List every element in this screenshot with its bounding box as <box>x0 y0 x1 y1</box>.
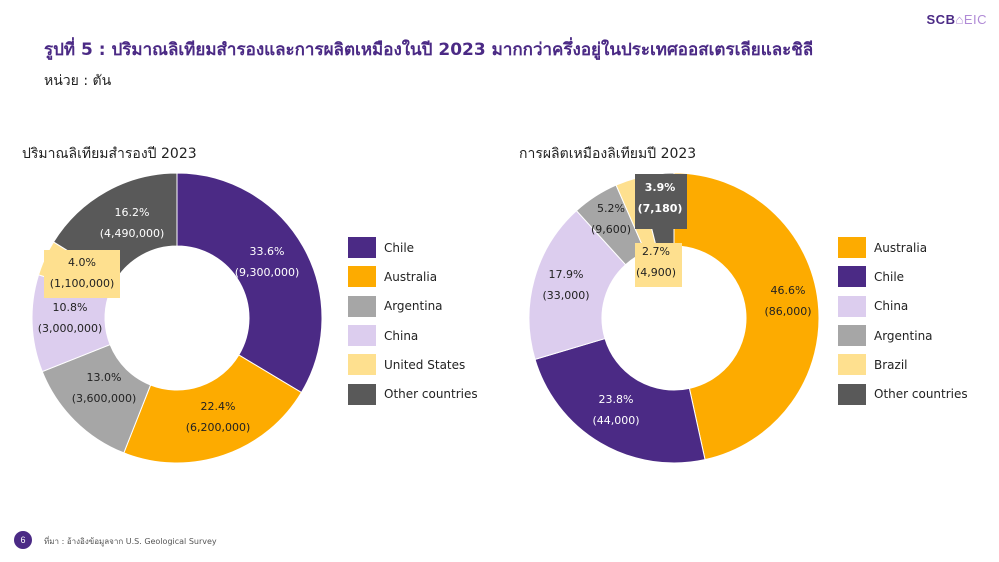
slice-0-chile <box>176 172 323 394</box>
slice-1-chile <box>534 337 706 464</box>
legend-label: Chile <box>874 269 905 284</box>
legend-label: Argentina <box>874 328 933 343</box>
legend-item-chile: Chile <box>348 233 478 262</box>
data-label-percent-1-australia: 46.6% <box>771 284 806 297</box>
legend-swatch <box>348 325 376 347</box>
data-label-value-1-brazil: (4,900) <box>636 266 676 279</box>
slice-1-australia <box>673 172 820 461</box>
slice-1-china <box>528 209 627 361</box>
legend-item-other-countries: Other countries <box>348 379 478 408</box>
data-label-percent-0-chile: 33.6% <box>250 245 285 258</box>
legend-item-australia: Australia <box>348 262 478 291</box>
source-note: ที่มา : อ้างอิงข้อมูลจาก U.S. Geological… <box>44 537 217 546</box>
label-box-1-other-countries <box>635 174 687 229</box>
legend-swatch <box>838 325 866 347</box>
legend-label: Other countries <box>874 387 968 402</box>
data-label-value-1-australia: (86,000) <box>764 305 811 318</box>
legend-swatch <box>838 295 866 317</box>
data-label-value-0-australia: (6,200,000) <box>186 421 251 434</box>
data-label-value-1-china: (33,000) <box>542 289 589 302</box>
legend-item-other-countries: Other countries <box>838 379 968 408</box>
legend-item-united-states: United States <box>348 350 478 379</box>
data-label-value-0-other-countries: (4,490,000) <box>100 227 165 240</box>
data-label-percent-0-china: 10.8% <box>53 301 88 314</box>
legend-label: China <box>384 328 419 343</box>
legend-label: China <box>874 299 909 314</box>
legend-item-australia: Australia <box>838 233 968 262</box>
logo-sub: EIC <box>963 12 987 27</box>
data-label-value-1-chile: (44,000) <box>592 414 639 427</box>
legend-swatch <box>348 354 376 376</box>
scb-eic-logo: SCB⌂EIC <box>927 12 987 27</box>
legend-item-chile: Chile <box>838 262 968 291</box>
legend-label: Argentina <box>384 299 443 314</box>
figure-title: รูปที่ 5 : ปริมาณลิเทียมสำรองและการผลิตเ… <box>44 40 814 60</box>
legend-swatch <box>838 383 866 405</box>
legend-swatch <box>838 266 866 288</box>
data-label-percent-1-brazil: 2.7% <box>642 245 670 258</box>
legend-item-china: China <box>348 321 478 350</box>
data-label-percent-1-chile: 23.8% <box>599 393 634 406</box>
chart-title-reserves: ปริมาณลิเทียมสำรองปี 2023 <box>22 146 197 162</box>
data-label-value-1-other-countries: (7,180) <box>638 202 683 215</box>
legend-item-brazil: Brazil <box>838 350 968 379</box>
legend-label: Brazil <box>874 357 908 372</box>
label-box-0-united-states <box>44 250 120 298</box>
legend-item-argentina: Argentina <box>348 292 478 321</box>
slice-0-australia <box>123 354 303 464</box>
legend-item-argentina: Argentina <box>838 321 968 350</box>
data-label-value-1-argentina: (9,600) <box>591 223 631 236</box>
data-label-percent-1-china: 17.9% <box>549 268 584 281</box>
legend-swatch <box>348 295 376 317</box>
logo-mark: ⌂ <box>955 12 964 27</box>
data-label-percent-0-australia: 22.4% <box>201 400 236 413</box>
page-number-badge: 6 <box>14 531 32 549</box>
legend-label: Other countries <box>384 387 478 402</box>
legend-production: Australia Chile China Argentina Brazil Other … <box>838 233 968 409</box>
chart-title-production: การผลิตเหมืองลิเทียมปี 2023 <box>519 146 697 162</box>
legend-label: Australia <box>874 240 928 255</box>
legend-swatch <box>348 266 376 288</box>
legend-label: Chile <box>384 240 415 255</box>
data-label-value-0-chile: (9,300,000) <box>235 266 300 279</box>
legend-swatch <box>838 354 866 376</box>
legend-item-china: China <box>838 292 968 321</box>
legend-swatch <box>348 383 376 405</box>
data-label-value-0-united-states: (1,100,000) <box>50 277 115 290</box>
data-label-percent-0-argentina: 13.0% <box>87 371 122 384</box>
legend-swatch <box>348 237 376 259</box>
data-label-percent-1-other-countries: 3.9% <box>645 181 676 194</box>
legend-reserves: Chile Australia Argentina China United State… <box>348 233 478 409</box>
label-box-1-brazil <box>635 243 682 287</box>
data-label-percent-0-united-states: 4.0% <box>68 256 96 269</box>
data-label-value-0-china: (3,000,000) <box>38 322 103 335</box>
data-label-percent-0-other-countries: 16.2% <box>115 206 150 219</box>
logo-main: SCB <box>926 12 956 27</box>
data-label-percent-1-argentina: 5.2% <box>597 202 625 215</box>
legend-label: Australia <box>384 269 438 284</box>
unit-label: หน่วย : ตัน <box>44 73 112 89</box>
legend-label: United States <box>384 357 466 372</box>
legend-swatch <box>838 237 866 259</box>
data-label-value-0-argentina: (3,600,000) <box>72 392 137 405</box>
